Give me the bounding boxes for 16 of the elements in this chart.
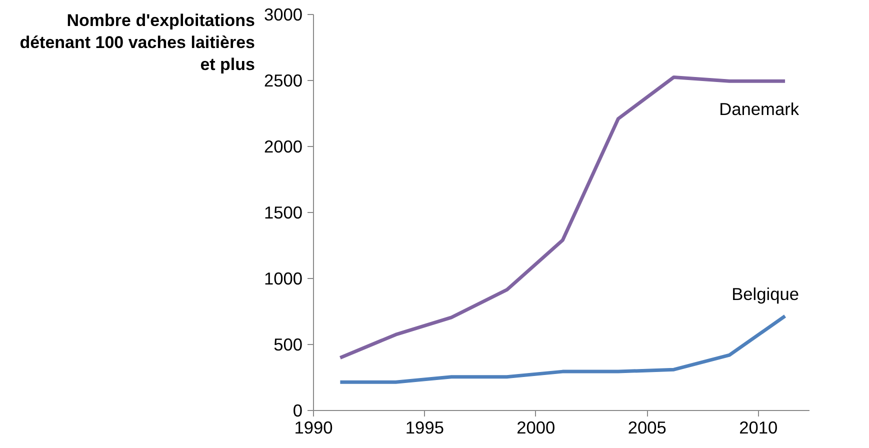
series-label: Belgique	[732, 284, 800, 304]
y-tick-label: 2500	[264, 70, 303, 90]
y-tick-label: 3000	[264, 4, 303, 24]
y-tick-label: 0	[292, 400, 303, 420]
y-tick-label: 2000	[264, 136, 303, 156]
y-tick-label: 500	[274, 334, 303, 354]
x-tick-label: 2010	[739, 418, 778, 438]
line-series	[338, 314, 787, 384]
x-tick-label: 1995	[405, 418, 444, 438]
y-axis-title: Nombre d'exploitations détenant 100 vaches laitières et plus	[18, 10, 255, 76]
x-tick-label: 1990	[294, 418, 333, 438]
x-tick-label: 2005	[628, 418, 666, 438]
series-label: Danemark	[719, 99, 800, 120]
y-tick-label: 1500	[264, 202, 303, 222]
y-tick-label: 1000	[264, 268, 303, 288]
x-tick-label: 2000	[516, 418, 556, 438]
